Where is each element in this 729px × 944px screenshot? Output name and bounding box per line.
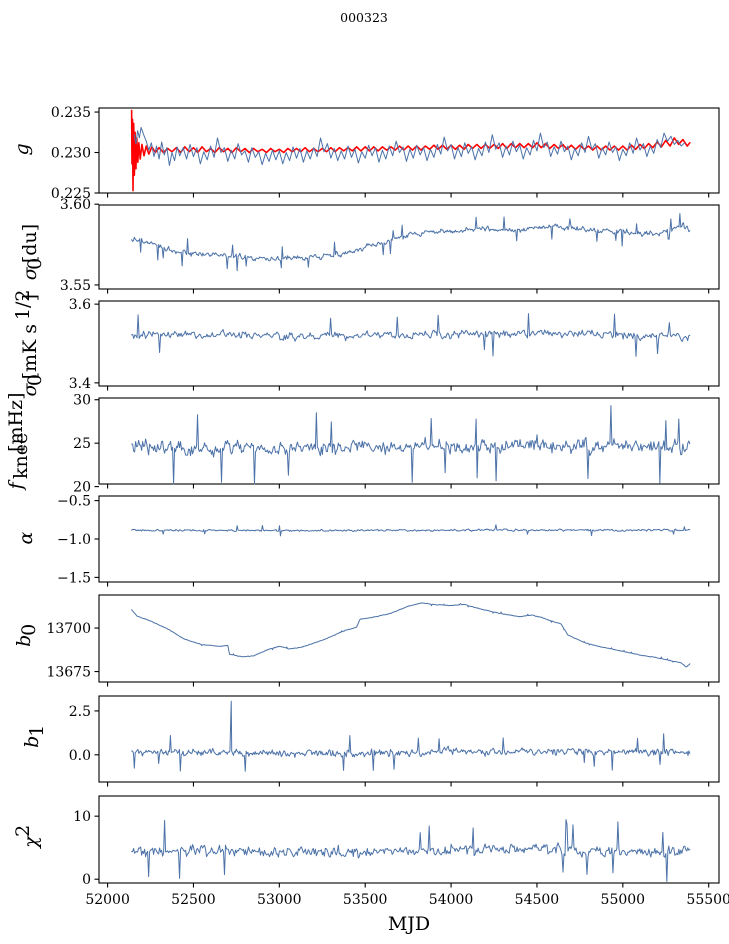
ylabel-b1: b1 (21, 725, 48, 748)
x-tick-label: 55500 (686, 892, 729, 908)
y-tick-label: 20 (73, 480, 91, 496)
ylabel-chi2-part: 2 (12, 825, 34, 837)
y-tick-label: 3.55 (60, 278, 91, 294)
x-tick-label: 55000 (601, 892, 646, 908)
data-series-b1 (131, 700, 691, 772)
y-tick-label: 0.0 (69, 748, 91, 764)
ylabel-fknee-part: knee (10, 433, 32, 479)
y-tick-label: 0 (82, 872, 91, 888)
ylabel-sigma0-du-part: 0 (24, 258, 46, 270)
y-tick-label: 13675 (46, 665, 91, 681)
ylabel-chi2: χ2 (12, 825, 42, 850)
x-tick-label: 52000 (85, 892, 130, 908)
xlabel-mjd: MJD (388, 913, 430, 935)
ylabel-fknee-part: [mHz] (5, 392, 27, 451)
y-tick-label: −0.5 (57, 494, 91, 510)
ylabel-sigma0-mK-part: 1/2 (12, 290, 34, 321)
data-series-sigma0-mK (131, 313, 691, 357)
figure-title: 000323 (340, 10, 388, 25)
ylabel-sigma0-mK-part: [mK s (19, 324, 41, 379)
ylabel-g-part: g (11, 143, 33, 155)
ylabel-b0-part: b (13, 635, 35, 647)
data-series-g-blue (133, 126, 686, 166)
panel-3-sigma-0-mK-s-1-2: 3.4 3.6 (69, 297, 720, 392)
panel-frame (98, 594, 720, 683)
panel-frame (98, 397, 720, 485)
ylabel-g: g (11, 143, 33, 155)
ylabel-sigma0-mK: σ0 [mK s 1/2] (12, 290, 46, 397)
ylabel-sigma0-mK-part: ] (19, 294, 41, 301)
panel-1-g: 0.225 0.230 0.235 (51, 105, 720, 202)
panel-frame (98, 204, 720, 290)
ylabel-chi2-part: χ (20, 835, 42, 850)
x-tick-label: 53500 (343, 892, 388, 908)
panel-2-sigma-0-du: 3.55 3.60 (60, 197, 720, 294)
y-tick-label: −1.0 (57, 532, 91, 548)
ylabel-sigma0-du: σ0 [du] (19, 224, 46, 280)
y-tick-label: 0.225 (51, 186, 91, 202)
y-tick-label: 13700 (46, 621, 91, 637)
panel-frame (98, 695, 720, 783)
data-series-fknee (131, 405, 691, 485)
y-tick-label: 3.4 (69, 376, 91, 392)
panel-frame (98, 107, 720, 194)
x-tick-label: 52500 (171, 892, 216, 908)
ylabel-sigma0-mK-part: 0 (24, 374, 46, 386)
y-tick-label: 30 (73, 393, 91, 409)
y-tick-label: 3.60 (60, 197, 91, 213)
y-tick-label: 0.235 (51, 105, 91, 121)
data-series-sigma0-du (131, 213, 691, 272)
panel-7-b-1: 0.0 2.5 (69, 695, 720, 787)
y-tick-label: −1.5 (57, 570, 91, 586)
ylabel-sigma0-du-part: σ (19, 266, 41, 280)
ylabel-b0-part: 0 (18, 624, 40, 636)
x-tick-label: 54000 (429, 892, 474, 908)
panel-frame (98, 495, 720, 583)
x-tick-label: 54500 (515, 892, 560, 908)
panel-8-chi-2: 0 10 52000 52500 53000 53500 54000 54500 55000 55… (73, 795, 729, 908)
panel-5-alpha: −0.5 −1.0 −1.5 (57, 494, 720, 587)
ylabel-alpha: α (15, 531, 37, 544)
y-tick-label: 0.230 (51, 146, 91, 162)
x-tick-label: 53000 (257, 892, 302, 908)
ylabel-sigma0-mK-part: σ (19, 383, 41, 397)
ylabel-fknee-part: f (5, 479, 27, 491)
panel-6-b-0: 13675 13700 (46, 594, 720, 687)
panel-frame (98, 300, 720, 387)
ylabel-sigma0-du-part: [du] (19, 224, 41, 263)
ylabel-b0: b0 (13, 624, 40, 647)
y-tick-label: 2.5 (69, 704, 91, 720)
y-tick-label: 3.6 (69, 297, 91, 313)
ylabel-b1-part: b (21, 736, 43, 748)
y-tick-label: 25 (73, 436, 91, 452)
y-tick-label: 10 (73, 809, 91, 825)
panel-frame (98, 795, 720, 884)
data-series-alpha (131, 524, 691, 537)
data-series-b0 (131, 602, 691, 668)
panel-4-f-knee-mHz: 20 25 30 (73, 393, 720, 496)
data-series-chi2 (131, 819, 691, 883)
ylabel-alpha-part: α (15, 531, 37, 544)
ylabel-b1-part: 1 (26, 725, 48, 737)
